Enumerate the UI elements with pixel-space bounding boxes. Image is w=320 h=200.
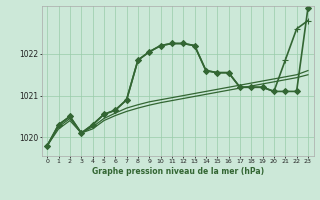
X-axis label: Graphe pression niveau de la mer (hPa): Graphe pression niveau de la mer (hPa)	[92, 167, 264, 176]
